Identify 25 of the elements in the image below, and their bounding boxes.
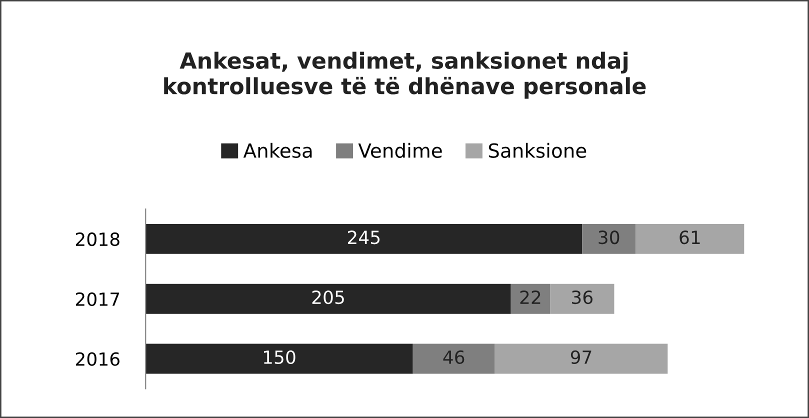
data-label: 22 xyxy=(520,290,540,304)
bar xyxy=(146,284,511,314)
legend-label: Ankesa xyxy=(243,142,312,158)
data-label: 61 xyxy=(680,230,700,244)
data-label: 36 xyxy=(572,290,592,304)
legend-label: Vendime xyxy=(358,142,442,158)
y-tick-label: 2016 xyxy=(76,352,120,366)
bar xyxy=(412,344,495,374)
data-label: 205 xyxy=(312,290,344,304)
bar xyxy=(146,344,413,374)
bar xyxy=(636,224,744,254)
bar xyxy=(582,224,636,254)
y-tick-label: 2017 xyxy=(76,292,120,306)
y-tick-label: 2018 xyxy=(76,232,120,246)
bar xyxy=(510,284,550,314)
data-label: 245 xyxy=(348,230,380,244)
data-label: 30 xyxy=(598,230,620,244)
bar xyxy=(146,224,582,254)
data-label: 150 xyxy=(264,350,296,364)
bar xyxy=(494,344,668,374)
chart-title: Ankesat, vendimet, sanksionet ndaj kontrolluesve të të dhënave personale xyxy=(164,52,646,99)
data-label: 46 xyxy=(443,350,464,364)
bar xyxy=(550,284,614,314)
data-label: 97 xyxy=(570,350,592,364)
legend-label: Sanksione xyxy=(488,142,586,158)
